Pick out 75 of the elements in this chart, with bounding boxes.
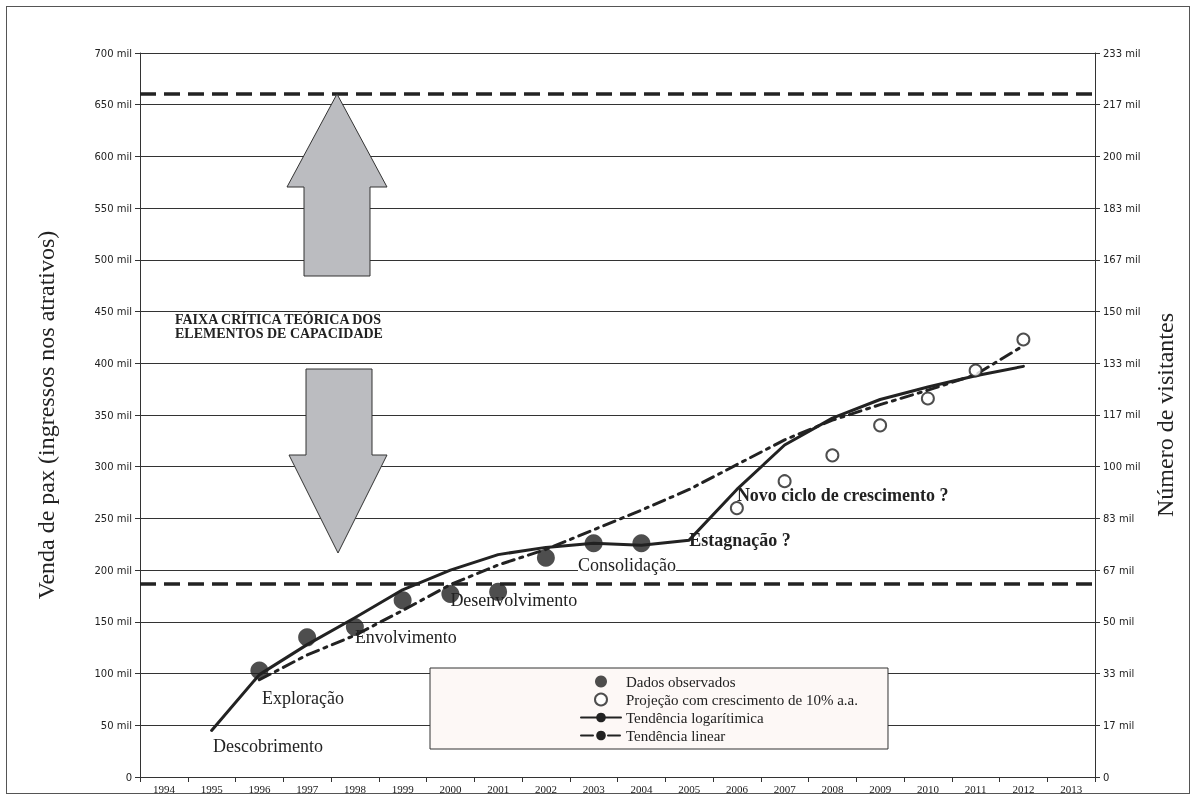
x-tick-label: 2009 — [869, 782, 892, 795]
point — [968, 363, 983, 378]
annotation: Exploração — [262, 688, 344, 708]
y2-tick-label: 67 mil — [1103, 564, 1135, 576]
y2-tick-label: 17 mil — [1103, 719, 1135, 731]
legend-label: Tendência linear — [626, 727, 726, 744]
x-tick-label: 1998 — [343, 782, 367, 795]
x-tick-label: 2002 — [534, 782, 557, 795]
y2-tick-label: 167 mil — [1103, 254, 1141, 266]
y-tick-label: 250 mil — [94, 512, 132, 524]
annotation: FAIXA CRÍTICA TEÓRICA DOS ELEMENTOS DE CAPACIDADE — [175, 310, 385, 341]
x-tick-label: 2000 — [439, 782, 462, 795]
point — [729, 501, 744, 516]
y2-tick-label: 117 mil — [1103, 409, 1141, 421]
y2-tick-label: 0 — [1103, 771, 1110, 783]
x-tick-label: 1996 — [248, 782, 271, 795]
x-tick-label: 2012 — [1012, 782, 1035, 795]
x-tick-label: 2010 — [916, 782, 940, 795]
y-tick-label: 400 mil — [94, 357, 132, 369]
point — [536, 548, 555, 567]
point — [584, 534, 603, 553]
point — [1016, 332, 1031, 347]
x-tick-label: 2006 — [725, 782, 749, 795]
x-tick-label: 2001 — [487, 782, 510, 795]
x-tick-label: 1995 — [200, 782, 224, 795]
y-tick-label: 550 mil — [94, 202, 132, 214]
point — [393, 591, 412, 610]
x-tick-label: 2011 — [964, 782, 987, 795]
y-tick-label: 350 mil — [94, 409, 132, 421]
x-tick-label: 1997 — [296, 782, 319, 795]
legend-label: Tendência logarítimica — [626, 709, 764, 726]
x-tick-label: 2008 — [821, 782, 844, 795]
y-tick-label: 100 mil — [94, 668, 132, 680]
y2-tick-label: 217 mil — [1103, 99, 1141, 111]
point — [777, 474, 792, 489]
x-tick-label: 2007 — [773, 782, 797, 795]
y-tick-label: 600 mil — [94, 150, 132, 162]
x-tick-label: 2013 — [1060, 782, 1083, 795]
y-axis-title: Venda de pax (ingressos nos atrativos) — [33, 230, 59, 600]
legend-label: Dados observados — [626, 673, 736, 690]
x-tick-label: 2005 — [678, 782, 701, 795]
x-tick-label: 2003 — [582, 782, 606, 795]
y-tick-label: 200 mil — [94, 564, 132, 576]
annotation: Descobrimento — [213, 736, 323, 756]
x-tick-label: 2004 — [630, 782, 653, 795]
annotation: Consolidação — [578, 555, 676, 575]
y2-tick-label: 100 mil — [1103, 461, 1141, 473]
y-tick-label: 700 mil — [94, 47, 132, 59]
y2-tick-label: 233 mil — [1103, 47, 1141, 59]
y2-tick-label: 50 mil — [1103, 616, 1135, 628]
y2-tick-label: 33 mil — [1103, 668, 1135, 680]
y2-tick-label: 133 mil — [1103, 357, 1141, 369]
y-tick-label: 650 mil — [94, 99, 132, 111]
y2-tick-label: 183 mil — [1103, 202, 1141, 214]
y-tick-label: 450 mil — [94, 306, 132, 318]
point — [825, 448, 840, 463]
y2-tick-label: 83 mil — [1103, 512, 1135, 524]
point — [632, 534, 651, 553]
y-tick-label: 50 mil — [100, 719, 132, 731]
y-tick-label: 150 mil — [94, 616, 132, 628]
y2-tick-label: 150 mil — [1103, 306, 1141, 317]
annotation: Estagnação ? — [689, 530, 791, 551]
point — [298, 628, 317, 647]
y2-tick-label: 200 mil — [1103, 150, 1141, 162]
y-tick-label: 300 mil — [94, 461, 132, 473]
legend-label: Projeção com crescimento de 10% a.a. — [626, 691, 858, 708]
y-tick-label: 500 mil — [94, 254, 132, 266]
y2-axis-title: Número de visitantes — [1152, 313, 1178, 517]
point — [920, 391, 935, 406]
point — [873, 418, 888, 433]
x-tick-label: 1999 — [391, 782, 415, 795]
x-tick-label: 1994 — [152, 782, 176, 795]
y-tick-label: 0 — [125, 771, 132, 783]
point — [250, 661, 269, 680]
annotation: Novo ciclo de crescimento ? — [736, 484, 949, 505]
